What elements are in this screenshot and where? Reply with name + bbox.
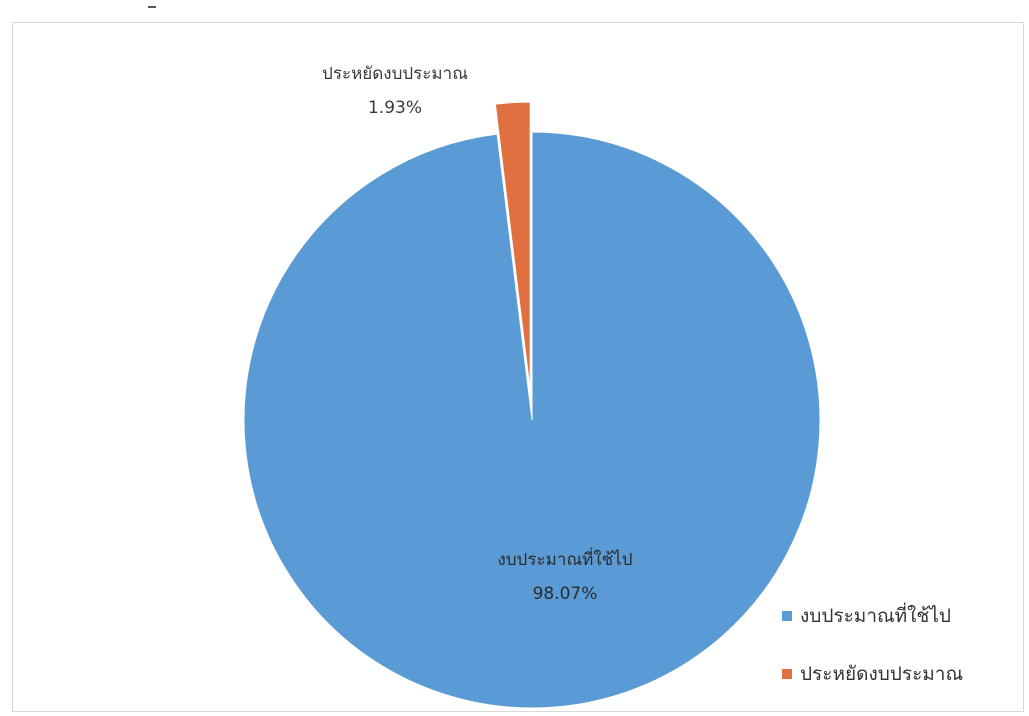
legend-item-savings: ประหยัดงบประมาณ [782,660,963,688]
slice-label-spent-name: งบประมาณที่ใช้ไป [497,550,633,570]
slice-label-savings: ประหยัดงบประมาณ 1.93% [300,62,490,120]
legend-item-spent: งบประมาณที่ใช้ไป [782,602,963,630]
slice-label-savings-percent: 1.93% [367,98,422,118]
chart-legend: งบประมาณที่ใช้ไป ประหยัดงบประมาณ [782,602,963,716]
legend-label-savings: ประหยัดงบประมาณ [800,663,964,685]
slice-label-spent: งบประมาณที่ใช้ไป 98.07% [470,548,660,606]
pie-slices [243,101,821,709]
legend-swatch-spent [782,611,792,621]
legend-label-spent: งบประมาณที่ใช้ไป [800,605,951,627]
pie-slice-spent [243,131,821,709]
slice-label-savings-name: ประหยัดงบประมาณ [322,64,468,84]
top-corner-mark [148,0,156,8]
pie-slice-savings [494,101,531,391]
slice-label-spent-percent: 98.07% [532,584,598,604]
legend-swatch-savings [782,669,792,679]
